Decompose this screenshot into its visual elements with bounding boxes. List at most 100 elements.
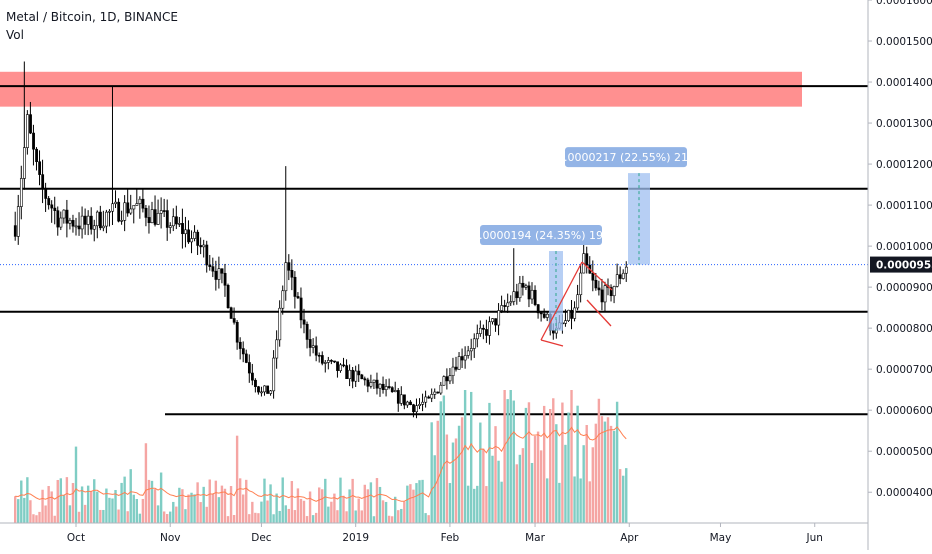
volume-bar (597, 398, 601, 523)
volume-bar (448, 483, 452, 523)
candle-body (111, 203, 114, 212)
candle-body (95, 211, 99, 227)
candle-body (287, 262, 291, 271)
volume-bar (460, 417, 464, 523)
candle-body (339, 364, 342, 371)
volume-bar (184, 509, 187, 523)
pattern-trendline[interactable] (540, 261, 583, 341)
measure-label: 0.0000217 (22.55%) 217 (557, 151, 695, 164)
candle-body (524, 285, 528, 288)
candle-body (47, 198, 51, 206)
volume-bar (299, 498, 303, 523)
volume-bar (473, 488, 476, 523)
volume-bar (26, 477, 29, 523)
candle-body (354, 370, 358, 382)
measure-label-bg (480, 225, 602, 246)
volume-bar (485, 486, 488, 523)
volume-bar (117, 509, 120, 523)
candle-body (272, 357, 276, 392)
price-tick-label: 0.0001100 (876, 200, 932, 212)
volume-bar (470, 391, 473, 523)
pattern-trendline[interactable] (581, 261, 613, 291)
volume-bar (178, 487, 181, 523)
candle-body (570, 309, 574, 319)
volume-bar (272, 514, 275, 523)
candle-body (102, 225, 105, 229)
volume-bar (156, 505, 160, 523)
volume-bar (567, 412, 570, 523)
candle-body (178, 223, 181, 225)
volume-bar (387, 515, 391, 523)
volume-bar (159, 472, 163, 523)
volume-bar (372, 516, 376, 523)
candle-body (333, 360, 336, 363)
candle-body (612, 286, 616, 297)
candle-body (123, 202, 127, 221)
candle-body (591, 272, 595, 281)
candle-body (460, 356, 464, 361)
candle-body (202, 244, 206, 248)
last-price-tag (870, 256, 932, 273)
volume-bar (23, 497, 26, 523)
candle-body (302, 319, 306, 325)
candle-body (217, 268, 221, 280)
volume-bar (56, 479, 59, 523)
volume-bar (518, 454, 522, 523)
candle-body (159, 210, 163, 214)
pattern-trendline[interactable] (540, 339, 564, 347)
volume-bar (482, 448, 485, 523)
volume-bar (211, 493, 214, 523)
volume-bar (238, 478, 242, 523)
volume-bar (172, 501, 175, 523)
volume-bar (126, 511, 129, 523)
volume-bar (90, 491, 93, 523)
candle-body (615, 274, 619, 287)
volume-bar (305, 516, 309, 523)
candle-body (308, 339, 312, 348)
measure-box[interactable] (628, 173, 650, 265)
candle-body (436, 391, 440, 394)
candle-body (196, 231, 200, 246)
candle-body (424, 396, 428, 403)
candle-body (171, 216, 175, 227)
candle-body (539, 312, 543, 315)
volume-bar (47, 486, 50, 523)
candle-body (345, 365, 349, 380)
candle-body (454, 366, 458, 370)
volume-bar (150, 480, 154, 523)
candle-body (466, 350, 470, 356)
volume-bar (421, 479, 424, 523)
candle-body (594, 279, 598, 289)
candle-body (621, 272, 625, 279)
volume-bar (351, 478, 354, 523)
candle-body (320, 355, 324, 364)
volume-bar (199, 502, 202, 523)
volume-bar (120, 482, 123, 523)
candle-body (372, 379, 376, 383)
volume-bar (266, 500, 269, 523)
volume-bar (245, 479, 248, 523)
candle-body (579, 272, 583, 296)
volume-bar (20, 480, 23, 523)
pattern-trendline[interactable] (586, 299, 612, 327)
candle-body (147, 217, 151, 224)
candle-body (330, 360, 333, 362)
candle-body (472, 338, 476, 349)
volume-bar (281, 477, 284, 523)
volume-bar (457, 425, 461, 523)
volume-bar (169, 511, 172, 523)
measure-box[interactable] (549, 251, 563, 331)
candle-body (150, 209, 154, 224)
volume-bar (539, 450, 543, 523)
candle-body (254, 379, 257, 387)
candle-body (399, 394, 403, 404)
volume-bar (278, 510, 281, 523)
measure-label: 0.0000194 (24.35%) 194 (472, 229, 610, 242)
volume-bar (369, 482, 373, 523)
candle-body (317, 354, 321, 357)
candle-body (463, 355, 467, 361)
volume-bar (254, 512, 257, 523)
volume-bar (208, 479, 211, 523)
